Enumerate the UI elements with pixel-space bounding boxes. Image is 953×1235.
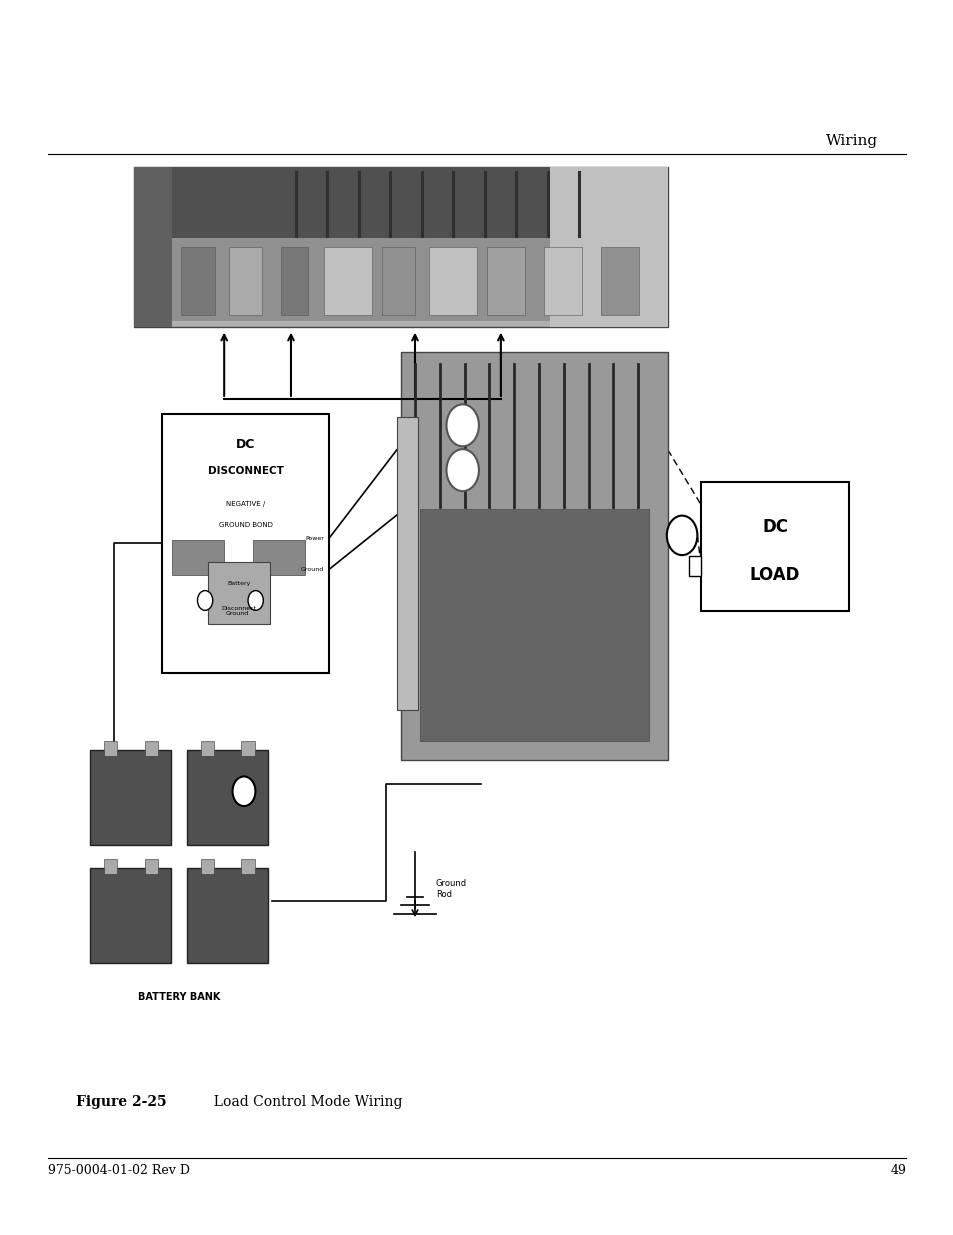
Bar (145, 741, 158, 756)
Bar (201, 741, 214, 756)
Bar (400, 352, 667, 760)
Bar (419, 509, 648, 741)
Bar (241, 860, 254, 874)
Text: Figure 2-25: Figure 2-25 (76, 1094, 167, 1109)
Bar (324, 247, 372, 315)
Bar (145, 860, 158, 874)
Bar (172, 540, 224, 574)
Text: DISCONNECT: DISCONNECT (208, 466, 283, 475)
Text: BATTERY BANK: BATTERY BANK (137, 992, 220, 1002)
Bar (253, 540, 305, 574)
Circle shape (446, 404, 478, 446)
Bar (90, 867, 172, 963)
Bar (162, 414, 329, 673)
Bar (486, 247, 524, 315)
Circle shape (233, 777, 255, 806)
Text: Battery: Battery (227, 580, 251, 587)
Bar (90, 750, 172, 846)
Circle shape (446, 450, 478, 492)
Bar (281, 247, 308, 315)
Circle shape (197, 590, 213, 610)
Bar (181, 247, 214, 315)
Bar (143, 237, 658, 321)
Bar (133, 167, 667, 240)
Text: GROUND BOND: GROUND BOND (218, 522, 273, 529)
Bar (550, 167, 667, 327)
Text: NEGATIVE /: NEGATIVE / (226, 501, 265, 508)
Text: DC: DC (761, 517, 787, 536)
Bar (186, 867, 268, 963)
Circle shape (248, 590, 263, 610)
Text: Ground: Ground (225, 611, 249, 616)
Bar (419, 509, 648, 741)
Bar (700, 482, 848, 611)
Bar (600, 247, 639, 315)
Circle shape (666, 516, 697, 556)
Bar (201, 860, 214, 874)
Bar (688, 556, 700, 576)
Text: DC: DC (235, 438, 255, 451)
Text: 49: 49 (889, 1165, 905, 1177)
Text: Ground: Ground (301, 567, 324, 572)
Text: 975-0004-01-02 Rev D: 975-0004-01-02 Rev D (48, 1165, 190, 1177)
Text: LOAD: LOAD (749, 566, 800, 584)
Bar (133, 167, 667, 327)
Bar (208, 562, 270, 624)
Bar (229, 247, 262, 315)
Bar (104, 860, 117, 874)
Bar (241, 741, 254, 756)
Text: Load Control Mode Wiring: Load Control Mode Wiring (205, 1094, 402, 1109)
Bar (104, 741, 117, 756)
Bar (543, 247, 581, 315)
Text: Disconnect: Disconnect (221, 605, 256, 611)
Text: Power: Power (305, 536, 324, 541)
Bar (133, 167, 172, 327)
Bar (186, 750, 268, 846)
Text: Ground
Rod: Ground Rod (436, 879, 467, 899)
Bar (396, 416, 417, 710)
Text: Wiring: Wiring (824, 135, 877, 148)
Bar (429, 247, 476, 315)
Bar (381, 247, 415, 315)
